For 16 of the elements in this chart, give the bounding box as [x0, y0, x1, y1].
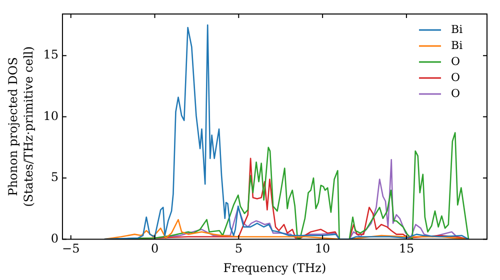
legend-label: Bi — [451, 22, 464, 36]
legend-label: O — [451, 70, 460, 84]
y-tick-label: 10 — [43, 108, 58, 123]
legend-label: O — [451, 86, 460, 100]
y-tick-label: 5 — [50, 170, 58, 184]
x-tick-label: 10 — [314, 242, 330, 256]
x-tick-label: 15 — [398, 242, 414, 256]
y-tick-label: 15 — [43, 48, 58, 62]
legend-label: Bi — [451, 38, 464, 52]
legend-label: O — [451, 54, 460, 68]
x-tick-label: 0 — [150, 242, 159, 256]
y-tick-label: 0 — [50, 231, 58, 246]
y-axis-title: Phonon projected DOS (States/THz·primitive cell) — [6, 46, 36, 207]
x-axis-title: Frequency (THz) — [223, 260, 326, 275]
x-tick-label: 5 — [234, 242, 242, 256]
x-tick-label: −5 — [62, 242, 80, 256]
